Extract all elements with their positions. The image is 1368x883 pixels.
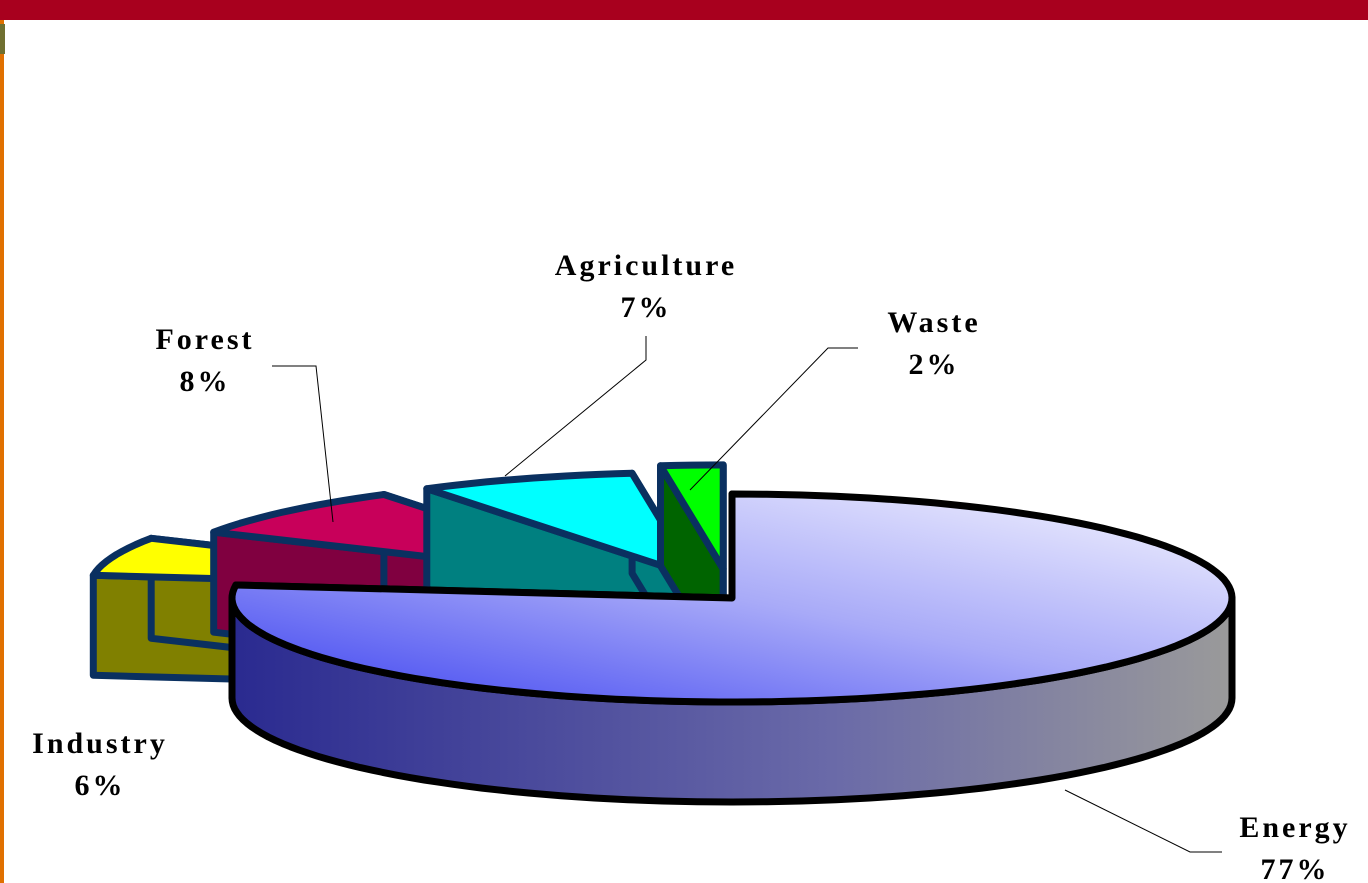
slice-value-label: 2% bbox=[909, 348, 960, 381]
slice-label: Industry bbox=[32, 727, 168, 760]
slice-label: Agriculture bbox=[555, 249, 737, 282]
slice-value-label: 77% bbox=[1261, 853, 1330, 883]
slice-value-label: 8% bbox=[180, 365, 231, 398]
left-tab bbox=[0, 24, 5, 54]
slice-top bbox=[657, 461, 727, 573]
slice-value-label: 7% bbox=[621, 291, 672, 324]
left-border bbox=[0, 20, 4, 883]
leader-line bbox=[689, 347, 858, 491]
slice-value-label: 6% bbox=[75, 769, 126, 802]
slice-label: Forest bbox=[155, 323, 254, 356]
pie bbox=[89, 461, 1236, 806]
top-bar bbox=[0, 0, 1368, 20]
slice-label: Energy bbox=[1239, 811, 1350, 844]
slice-top bbox=[228, 490, 1236, 706]
leader-line bbox=[1064, 789, 1222, 853]
slice-label: Waste bbox=[887, 306, 980, 339]
leader-line bbox=[272, 365, 334, 523]
labels: Energy 77% Industry 6% Forest 8% Agriculture 7%… bbox=[32, 249, 1350, 883]
leader-line bbox=[504, 336, 647, 477]
slice-top bbox=[423, 469, 699, 580]
